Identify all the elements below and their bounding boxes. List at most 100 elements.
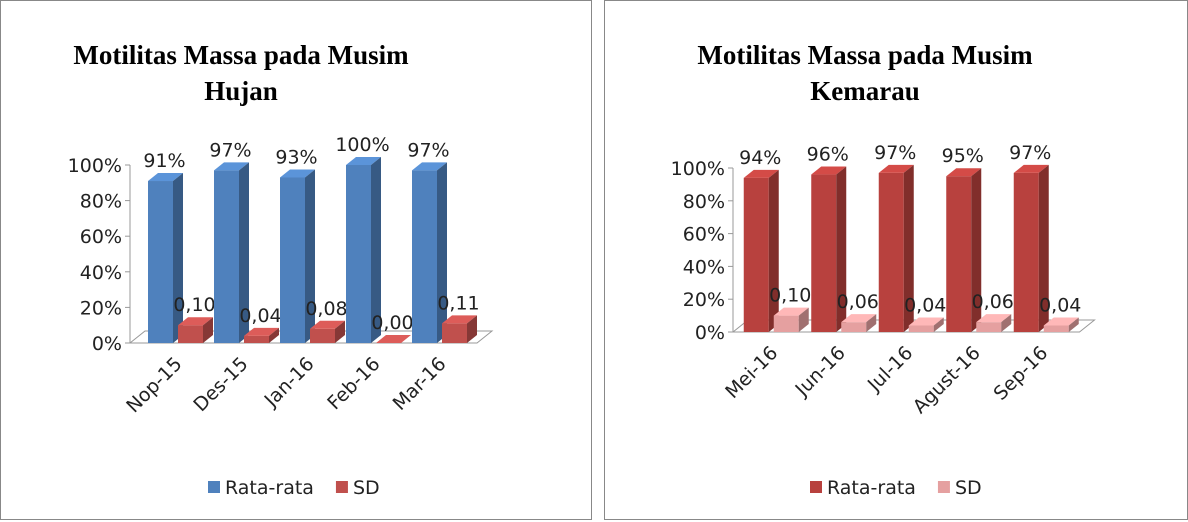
data-label: 0,06 bbox=[837, 291, 879, 313]
bar-top bbox=[743, 169, 779, 178]
chart-title: Motilitas Massa pada Musim Hujan bbox=[73, 40, 409, 106]
y-tick-label: 60% bbox=[683, 224, 725, 246]
y-tick-label: 80% bbox=[80, 191, 122, 213]
bar-face bbox=[743, 177, 769, 332]
data-label: 96% bbox=[807, 144, 849, 166]
bar-side bbox=[903, 164, 914, 332]
y-tick-label: 20% bbox=[80, 297, 122, 319]
bar-side bbox=[933, 317, 944, 332]
y-tick-label: 0% bbox=[92, 333, 122, 355]
legend-label: SD bbox=[353, 477, 380, 499]
data-label: 97% bbox=[1009, 142, 1051, 164]
bar-top bbox=[178, 317, 213, 326]
bar-face bbox=[214, 170, 239, 343]
bar-side bbox=[437, 162, 447, 343]
chart-title: Motilitas Massa pada Musim Kemarau bbox=[697, 40, 1033, 106]
bar-face bbox=[1043, 325, 1069, 332]
bar bbox=[773, 307, 809, 332]
bar bbox=[244, 327, 279, 343]
bar-face bbox=[178, 325, 203, 343]
bar bbox=[346, 157, 381, 343]
bar-top bbox=[280, 169, 315, 178]
data-label: 0,04 bbox=[1039, 294, 1081, 316]
bar bbox=[878, 164, 914, 332]
chart-panel: Motilitas Massa pada Musim Hujan bbox=[0, 0, 592, 520]
bar-side bbox=[1038, 164, 1049, 332]
bar-face bbox=[1013, 172, 1039, 332]
bar-face bbox=[280, 177, 305, 343]
bar-top bbox=[412, 162, 447, 171]
bar-side bbox=[335, 320, 345, 343]
x-tick-label: Jul-16 bbox=[863, 342, 917, 396]
bar-top bbox=[908, 317, 944, 326]
chart-panel: Motilitas Massa pada Musim Kemarau bbox=[604, 0, 1188, 520]
bar bbox=[376, 335, 411, 343]
bar bbox=[976, 314, 1012, 332]
legend-label: SD bbox=[955, 477, 982, 499]
bar-top bbox=[773, 307, 809, 316]
bar-side bbox=[866, 314, 877, 332]
x-tick-label: Des-15 bbox=[189, 353, 252, 416]
bar bbox=[412, 162, 447, 343]
legend-swatch bbox=[810, 481, 822, 493]
y-tick-label: 100% bbox=[68, 155, 122, 177]
x-tick-label: Agust-16 bbox=[909, 342, 985, 418]
bar-top bbox=[841, 314, 877, 323]
bar-face bbox=[946, 176, 972, 332]
data-label: 97% bbox=[209, 139, 251, 161]
data-label: 0,06 bbox=[972, 291, 1014, 313]
bar-top bbox=[346, 157, 381, 165]
bar-face bbox=[412, 170, 437, 343]
bar-face bbox=[773, 315, 799, 332]
data-label: 97% bbox=[874, 142, 916, 164]
legend-swatch bbox=[335, 481, 348, 493]
x-tick-label: Jun-16 bbox=[791, 342, 850, 401]
bar bbox=[1043, 317, 1079, 332]
bar-face bbox=[841, 322, 867, 332]
bar-side bbox=[1068, 317, 1079, 332]
legend-label: Rata-rata bbox=[225, 477, 314, 499]
data-label: 0,04 bbox=[239, 305, 281, 327]
x-tick-label: Nop-15 bbox=[122, 353, 186, 417]
bar-side bbox=[239, 162, 249, 343]
bar-top bbox=[946, 168, 982, 177]
bar bbox=[811, 166, 847, 332]
bar-top bbox=[878, 164, 914, 173]
bar-face bbox=[442, 323, 467, 343]
bar-side bbox=[1001, 314, 1012, 332]
bar-side bbox=[467, 315, 477, 343]
bar-side bbox=[371, 157, 381, 343]
y-tick-label: 40% bbox=[683, 256, 725, 278]
bar-top bbox=[976, 314, 1012, 323]
data-label: 0,00 bbox=[371, 312, 413, 334]
x-tick-label: Mei-16 bbox=[721, 342, 782, 403]
bar-side bbox=[768, 169, 779, 332]
bar-top bbox=[148, 173, 183, 182]
x-tick-label: Feb-16 bbox=[323, 353, 384, 414]
x-tick-label: Mar-16 bbox=[389, 353, 451, 415]
bar-side bbox=[269, 327, 279, 343]
bar-face bbox=[976, 322, 1002, 332]
bar-face bbox=[310, 328, 335, 343]
bar bbox=[310, 320, 345, 343]
y-tick-label: 40% bbox=[80, 262, 122, 284]
data-label: 0,04 bbox=[904, 294, 946, 316]
bar bbox=[280, 169, 315, 343]
data-label: 0,11 bbox=[437, 292, 479, 314]
bar bbox=[442, 315, 477, 343]
data-label: 95% bbox=[942, 145, 984, 167]
legend-swatch bbox=[937, 481, 950, 493]
bar-top bbox=[214, 162, 249, 171]
bar-face bbox=[878, 172, 904, 332]
bar bbox=[946, 168, 982, 332]
y-tick-label: 20% bbox=[683, 289, 725, 311]
bar-side bbox=[971, 168, 982, 332]
data-label: 100% bbox=[335, 134, 389, 156]
bar-side bbox=[203, 317, 213, 343]
data-label: 91% bbox=[143, 150, 185, 172]
bar-top bbox=[811, 166, 847, 175]
data-label: 93% bbox=[275, 146, 317, 168]
bar-side bbox=[836, 166, 847, 332]
